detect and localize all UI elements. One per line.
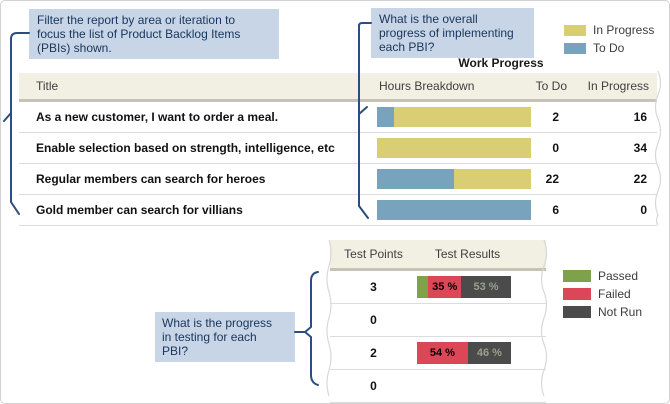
column-header-test-points: Test Points: [344, 247, 403, 261]
legend-swatch: [564, 42, 586, 54]
table-row: As a new customer, I want to order a mea…: [19, 102, 657, 133]
bar-segment-in_progress: [454, 169, 531, 189]
test-results-cell: [417, 375, 546, 397]
bar-segment-in_progress: [394, 107, 531, 127]
hours-breakdown-bar: [377, 200, 531, 220]
work-table-body: As a new customer, I want to order a mea…: [19, 102, 657, 226]
legend-item: To Do: [564, 41, 654, 55]
work-row-todo-value: 2: [552, 110, 559, 124]
table-row: Gold member can search for villians 6 0: [19, 195, 657, 226]
legend-swatch: [564, 24, 586, 36]
legend-label: Passed: [598, 269, 639, 283]
work-row-title: Enable selection based on strength, inte…: [36, 141, 335, 155]
test-results-bar: 35 % 53 %: [417, 276, 511, 298]
bar-segment-to_do: [377, 107, 395, 127]
hours-breakdown-bar: [377, 169, 531, 189]
work-row-inprogress-value: 0: [640, 203, 647, 217]
table-row: Regular members can search for heroes 22…: [19, 164, 657, 195]
test-results-table: Test Points Test Results 3 35 % 53 % 0 2 …: [330, 240, 546, 403]
work-row-title: As a new customer, I want to order a mea…: [36, 110, 279, 124]
table-row: 2 54 % 46 %: [330, 337, 546, 370]
legend-label: To Do: [593, 41, 625, 55]
legend-swatch: [563, 288, 591, 300]
test-table-body: 3 35 % 53 % 0 2 54 % 46 % 0: [330, 271, 546, 403]
work-progress-group-header: Work Progress: [458, 56, 544, 70]
column-header-in-progress: In Progress: [587, 79, 649, 93]
bar-segment-passed: [417, 276, 429, 298]
progress-callout: What is the overall progress of implemen…: [371, 8, 534, 59]
table-row: 3 35 % 53 %: [330, 271, 546, 304]
work-row-inprogress-value: 34: [633, 141, 647, 155]
work-row-title: Regular members can search for heroes: [36, 172, 266, 186]
hours-breakdown-bar: [377, 107, 531, 127]
test-row-points-value: 3: [370, 280, 377, 294]
legend-swatch: [563, 270, 591, 282]
legend-label: In Progress: [593, 23, 655, 37]
work-row-title: Gold member can search for villians: [36, 203, 243, 217]
legend-item: Failed: [563, 287, 642, 301]
test-results-legend: Passed Failed Not Run: [563, 269, 642, 323]
legend-swatch: [563, 306, 591, 318]
legend-label: Failed: [598, 287, 631, 301]
test-results-cell: 35 % 53 %: [417, 276, 546, 298]
hours-breakdown-cell: [377, 200, 531, 220]
bar-segment-not_run: 46 %: [467, 342, 511, 364]
test-row-points-value: 0: [370, 313, 377, 327]
work-table-header-row: Title Hours Breakdown To Do In Progress: [19, 73, 657, 102]
test-results-bar: 54 % 46 %: [417, 342, 511, 364]
testing-callout: What is the progress in testing for each…: [155, 312, 295, 363]
legend-label: Not Run: [598, 305, 643, 319]
work-row-inprogress-value: 16: [633, 110, 647, 124]
work-row-todo-value: 22: [545, 172, 559, 186]
test-results-cell: 54 % 46 %: [417, 342, 546, 364]
hours-breakdown-cell: [377, 107, 531, 127]
bar-segment-failed: 35 %: [428, 276, 462, 298]
test-table-header-row: Test Points Test Results: [330, 240, 546, 271]
hours-breakdown-bar: [377, 138, 531, 158]
work-progress-table: Title Hours Breakdown To Do In Progress …: [19, 73, 657, 226]
test-row-points-value: 2: [370, 346, 377, 360]
bar-segment-to_do: [377, 200, 531, 220]
bar-segment-in_progress: [377, 138, 531, 158]
work-progress-legend: In Progress To Do: [564, 23, 654, 59]
hours-breakdown-cell: [377, 169, 531, 189]
column-header-test-results: Test Results: [434, 247, 501, 261]
table-row: 0: [330, 370, 546, 403]
test-results-bar: [417, 309, 511, 331]
test-results-cell: [417, 309, 546, 331]
column-header-title: Title: [36, 79, 59, 93]
legend-item: In Progress: [564, 23, 654, 37]
work-row-todo-value: 6: [552, 203, 559, 217]
work-row-inprogress-value: 22: [633, 172, 647, 186]
column-header-to-do: To Do: [535, 79, 567, 93]
legend-item: Not Run: [563, 305, 642, 319]
filter-callout: Filter the report by area or iteration t…: [29, 9, 279, 60]
table-row: Enable selection based on strength, inte…: [19, 133, 657, 164]
table-row: 0: [330, 304, 546, 337]
hours-breakdown-cell: [377, 138, 531, 158]
column-header-hours-breakdown: Hours Breakdown: [379, 79, 475, 93]
bar-segment-failed: 54 %: [417, 342, 468, 364]
test-row-points-value: 0: [370, 379, 377, 393]
testing-callout-brace: [294, 271, 319, 386]
legend-item: Passed: [563, 269, 642, 283]
bar-segment-not_run: 53 %: [461, 276, 511, 298]
test-results-bar: [417, 375, 511, 397]
work-row-todo-value: 0: [552, 141, 559, 155]
bar-segment-to_do: [377, 169, 454, 189]
